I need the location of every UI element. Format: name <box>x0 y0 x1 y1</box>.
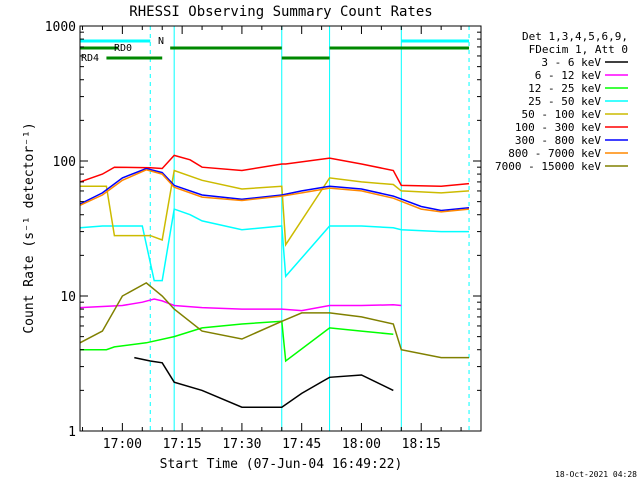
y-tick-label: 1 <box>68 425 76 440</box>
x-tick-label: 17:45 <box>282 437 321 452</box>
y-tick-label: 100 <box>53 155 76 170</box>
series-line-4 <box>80 169 470 247</box>
legend-label: 50 - 100 keV <box>522 108 602 121</box>
legend-label: 6 - 12 keV <box>535 69 602 82</box>
legend-label: 3 - 6 keV <box>541 56 601 69</box>
legend-header: Det 1,3,4,5,6,9, <box>522 30 628 43</box>
series-line-7 <box>79 169 470 213</box>
plot-frame <box>79 25 482 432</box>
x-tick-label: 17:15 <box>163 437 202 452</box>
legend-label: 800 - 7000 keV <box>508 147 601 160</box>
x-tick-label: 18:00 <box>342 437 381 452</box>
x-tick-label: 18:15 <box>402 437 441 452</box>
chart-title: RHESSI Observing Summary Count Rates <box>129 4 432 20</box>
legend-label: 7000 - 15000 keV <box>495 160 601 173</box>
flag-bars: N RD0 RD4 <box>79 26 470 431</box>
x-tick-label: 17:30 <box>222 437 261 452</box>
series-line-8 <box>79 281 469 359</box>
y-tick-label: 10 <box>60 290 76 305</box>
x-tick-label: 17:00 <box>103 437 142 452</box>
series-line-6 <box>79 167 470 212</box>
series-line-0 <box>134 356 394 408</box>
legend-label: 12 - 25 keV <box>528 82 601 95</box>
flag-label-cyan: N <box>158 36 164 47</box>
legend-header: FDecim 1, Att 0 <box>529 43 628 56</box>
series-line-5 <box>79 154 470 188</box>
series-line-1 <box>79 298 402 312</box>
x-axis-label: Start Time (07-Jun-04 16:49:22) <box>160 457 403 472</box>
flag-label-green: RD0 <box>114 43 132 54</box>
axes: 1 10 100 1000 17:00 17:15 17:30 17:45 18:00 18:15 <box>45 20 481 452</box>
series-layer <box>79 154 470 408</box>
legend-label: 25 - 50 keV <box>528 95 601 108</box>
legend: Det 1,3,4,5,6,9,FDecim 1, Att 03 - 6 keV… <box>495 30 628 173</box>
legend-label: 100 - 300 keV <box>515 121 601 134</box>
series-line-2 <box>80 320 394 363</box>
y-tick-label: 1000 <box>45 20 76 35</box>
footer-date: 18-Oct-2021 04:28 <box>555 470 637 479</box>
y-axis-label: Count Rate (s⁻¹ detector⁻¹) <box>22 122 37 333</box>
flag-label-green: RD4 <box>81 53 99 64</box>
legend-label: 300 - 800 keV <box>515 134 601 147</box>
series-line-3 <box>79 208 469 282</box>
